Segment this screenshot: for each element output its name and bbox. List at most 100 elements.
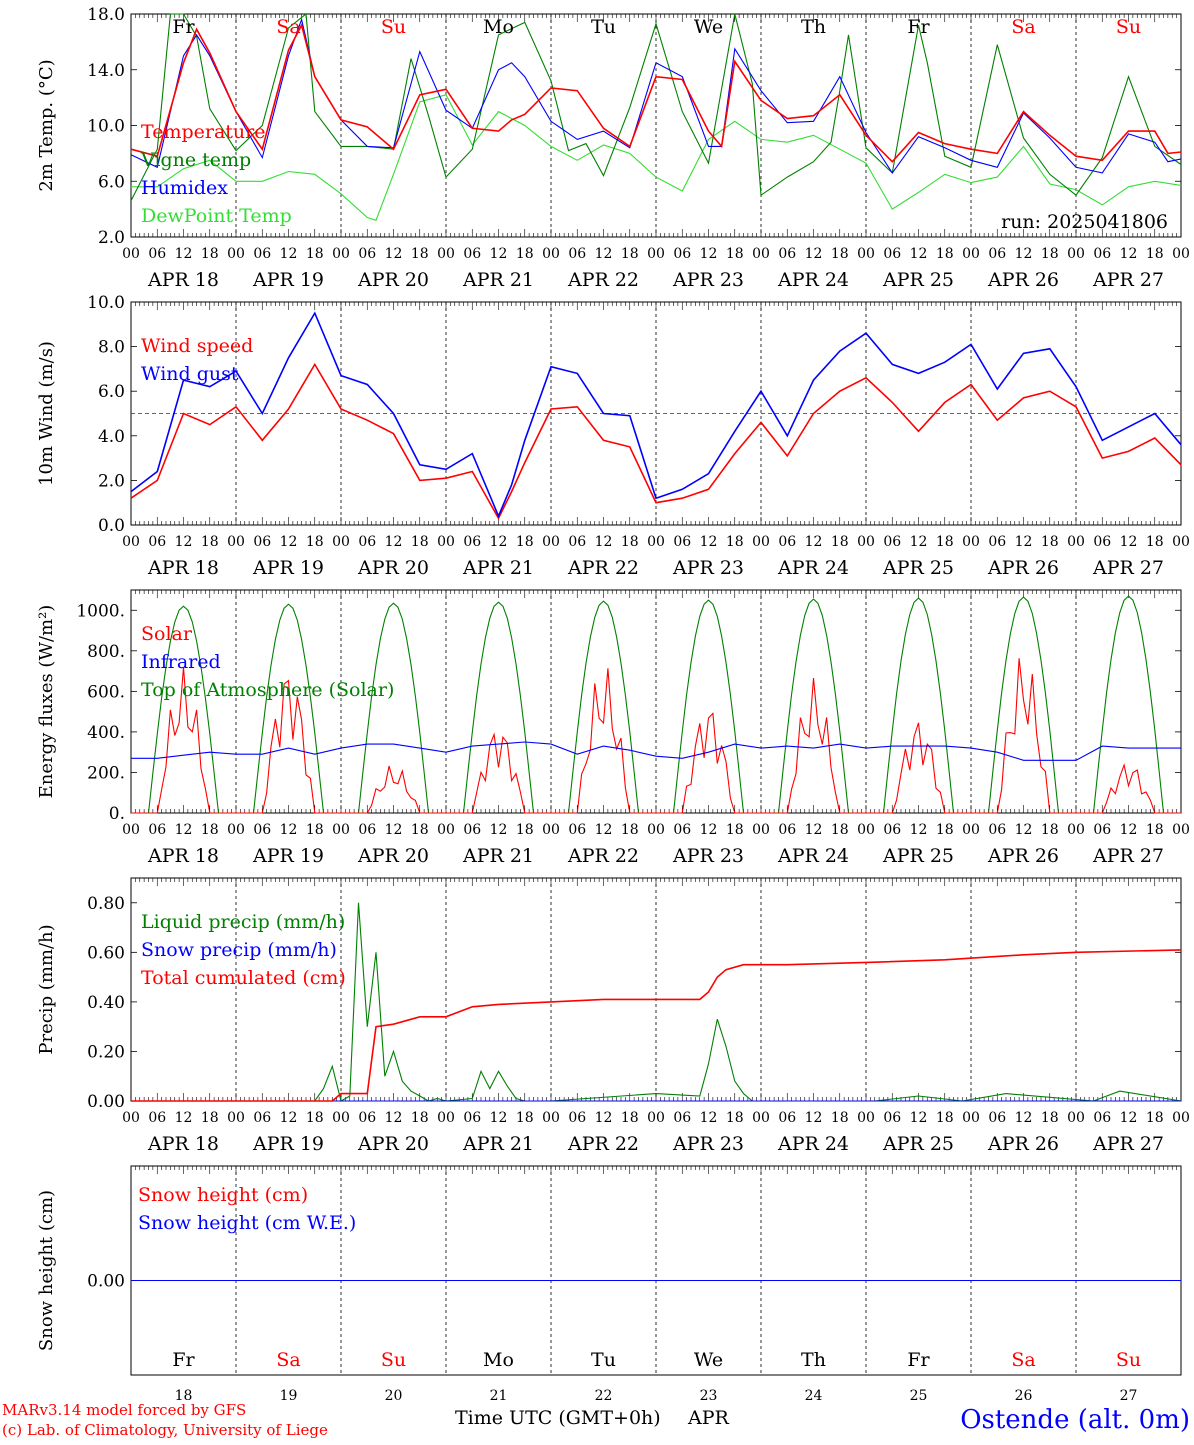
x-tick-label: 06 xyxy=(673,246,691,262)
x-tick-label: 12 xyxy=(805,246,823,262)
station-name: Ostende (alt. 0m) xyxy=(960,1405,1190,1435)
x-tick-label: 18 xyxy=(411,822,429,838)
weekday-label: We xyxy=(694,1349,723,1371)
x-tick-label: 12 xyxy=(280,1110,298,1126)
x-tick-label: 18 xyxy=(1041,1110,1059,1126)
x-tick-label: 06 xyxy=(883,534,901,550)
x-tick-label: 12 xyxy=(1015,534,1033,550)
weekday-label: We xyxy=(694,16,723,38)
legend-entry: Snow height (cm) xyxy=(138,1184,308,1206)
x-tick-label: 18 xyxy=(306,534,324,550)
x-tick-label: 00 xyxy=(1067,246,1085,262)
x-tick-label: 12 xyxy=(595,246,613,262)
day-number-label: 18 xyxy=(175,1388,193,1404)
series-line xyxy=(131,949,1182,1102)
date-label: APR 20 xyxy=(357,269,429,291)
x-tick-label: 00 xyxy=(1067,822,1085,838)
x-tick-label: 06 xyxy=(358,1110,376,1126)
x-tick-label: 00 xyxy=(122,822,140,838)
x-tick-label: 12 xyxy=(805,822,823,838)
y-tick-label: 8.0 xyxy=(98,338,125,358)
x-tick-label: 18 xyxy=(936,246,954,262)
date-label: APR 22 xyxy=(567,269,639,291)
series-line xyxy=(131,741,1181,761)
date-label: APR 21 xyxy=(462,845,534,867)
x-tick-label: 12 xyxy=(910,246,928,262)
day-number-label: 27 xyxy=(1120,1388,1138,1404)
legend-entry: Snow height (cm W.E.) xyxy=(138,1212,356,1234)
x-tick-label: 18 xyxy=(936,1110,954,1126)
y-tick-label: 0.80 xyxy=(87,894,125,914)
x-tick-label: 00 xyxy=(647,246,665,262)
y-tick-label: 2.0 xyxy=(98,471,125,491)
x-tick-label: 18 xyxy=(831,1110,849,1126)
weekday-label: Su xyxy=(381,16,406,38)
legend-entry: Humidex xyxy=(141,177,228,199)
x-tick-label: 12 xyxy=(595,1110,613,1126)
weekday-label: Mo xyxy=(483,16,514,38)
date-label: APR 19 xyxy=(252,1133,324,1155)
date-label: APR 22 xyxy=(567,845,639,867)
date-label: APR 18 xyxy=(147,269,219,291)
date-label: APR 21 xyxy=(462,1133,534,1155)
x-tick-label: 00 xyxy=(962,534,980,550)
date-label: APR 18 xyxy=(147,1133,219,1155)
x-tick-label: 00 xyxy=(332,534,350,550)
date-label: APR 20 xyxy=(357,845,429,867)
x-tick-label: 12 xyxy=(700,534,718,550)
y-tick-label: 14.0 xyxy=(87,61,125,81)
x-tick-label: 18 xyxy=(1146,822,1164,838)
credit-line-1: MARv3.14 model forced by GFS xyxy=(2,1401,246,1419)
x-tick-label: 00 xyxy=(752,822,770,838)
y-tick-label: 0.00 xyxy=(87,1272,125,1292)
x-tick-label: 06 xyxy=(778,822,796,838)
date-label: APR 19 xyxy=(252,269,324,291)
x-tick-label: 12 xyxy=(910,822,928,838)
x-tick-label: 06 xyxy=(358,534,376,550)
x-tick-label: 06 xyxy=(778,1110,796,1126)
x-tick-label: 12 xyxy=(490,534,508,550)
y-tick-label: 2.0 xyxy=(98,228,125,248)
x-tick-label: 18 xyxy=(831,534,849,550)
x-tick-label: 00 xyxy=(542,1110,560,1126)
x-tick-label: 00 xyxy=(437,822,455,838)
x-tick-label: 00 xyxy=(962,246,980,262)
x-tick-label: 12 xyxy=(175,246,193,262)
day-number-label: 26 xyxy=(1015,1388,1033,1404)
x-tick-label: 12 xyxy=(1120,1110,1138,1126)
x-tick-label: 18 xyxy=(1146,1110,1164,1126)
y-tick-label: 600. xyxy=(87,682,125,702)
day-number-label: 19 xyxy=(280,1388,298,1404)
x-tick-label: 00 xyxy=(227,1110,245,1126)
y-tick-label: 10.0 xyxy=(87,293,125,313)
weekday-label: Fr xyxy=(907,16,930,38)
x-tick-label: 06 xyxy=(463,822,481,838)
x-tick-label: 12 xyxy=(385,1110,403,1126)
date-label: APR 24 xyxy=(777,1133,849,1155)
date-label: APR 26 xyxy=(987,845,1059,867)
x-tick-label: 00 xyxy=(752,246,770,262)
y-axis-label: Precip (mm/h) xyxy=(36,924,57,1054)
x-tick-label: 06 xyxy=(253,1110,271,1126)
x-tick-label: 00 xyxy=(752,534,770,550)
y-tick-label: 0.60 xyxy=(87,943,125,963)
x-tick-label: 06 xyxy=(673,1110,691,1126)
weekday-label: Fr xyxy=(172,1349,195,1371)
x-tick-label: 00 xyxy=(647,534,665,550)
series-line xyxy=(131,658,1181,814)
x-tick-label: 00 xyxy=(962,822,980,838)
x-tick-label: 00 xyxy=(332,822,350,838)
weekday-label: Sa xyxy=(276,16,300,38)
weekday-label: Sa xyxy=(1011,16,1035,38)
x-tick-label: 06 xyxy=(148,1110,166,1126)
x-tick-label: 12 xyxy=(1015,822,1033,838)
x-tick-label: 00 xyxy=(857,822,875,838)
x-tick-label: 18 xyxy=(516,246,534,262)
date-label: APR 26 xyxy=(987,557,1059,579)
x-tick-label: 18 xyxy=(411,246,429,262)
x-tick-label: 00 xyxy=(1172,246,1190,262)
y-tick-label: 6.0 xyxy=(98,382,125,402)
x-tick-label: 18 xyxy=(726,1110,744,1126)
x-axis-label: Time UTC (GMT+0h) xyxy=(455,1407,661,1429)
